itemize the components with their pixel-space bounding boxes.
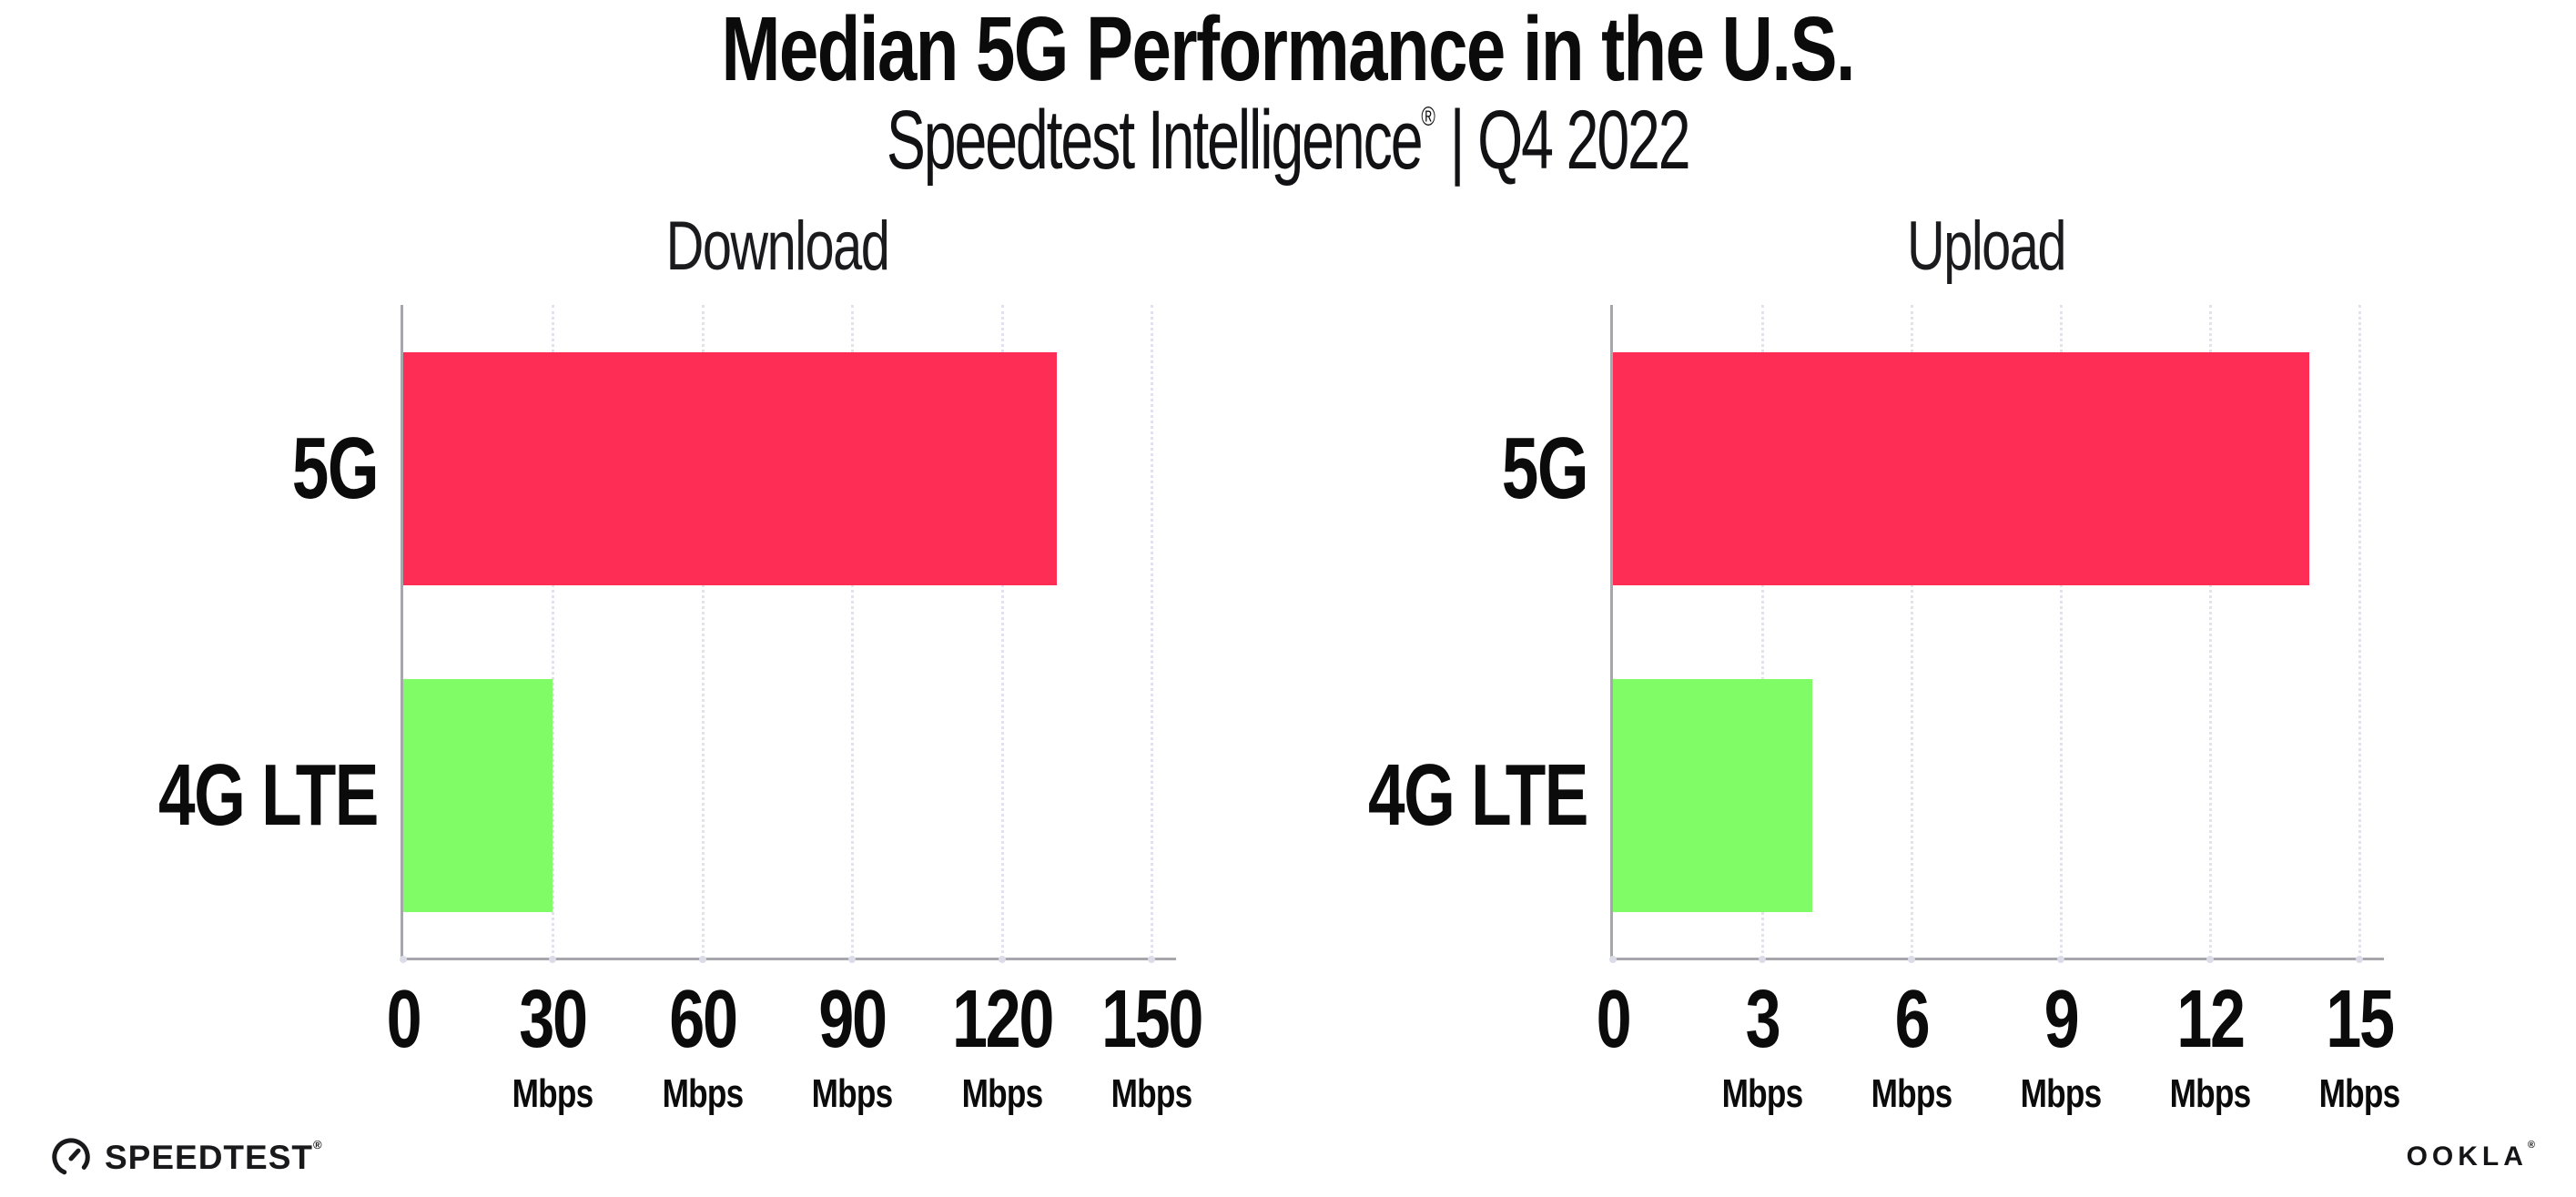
gridline [1911, 305, 1913, 959]
gridline [1761, 305, 1764, 959]
axis-tick-dot [549, 956, 557, 963]
gridline [2060, 305, 2063, 959]
category-label-4g-lte: 4G LTE [158, 746, 379, 844]
axis-tick-dot [1908, 956, 1915, 963]
x-tick-unit: Mbps [1871, 1071, 1953, 1116]
ookla-wordmark: OOKLA® [2407, 1141, 2535, 1172]
axis-tick-dot [848, 956, 857, 963]
x-tick-unit: Mbps [2318, 1071, 2401, 1116]
axis-tick-dot [1148, 956, 1155, 963]
plot-area-download [400, 305, 1176, 963]
chart-download: Download 5G 4G LTE 0 30 Mbps 60 Mbps 90 Mbps 12… [158, 208, 1204, 1114]
category-label-4g-lte: 4G LTE [1368, 746, 1588, 844]
x-tick-label: 30 [519, 974, 589, 1065]
y-axis-line [401, 305, 403, 960]
chart-title-upload: Upload [1907, 208, 2066, 285]
chart-upload: Upload 5G 4G LTE 0 3 Mbps 6 Mbps 9 Mbps 12 Mbps 1… [1368, 208, 2401, 1114]
axis-tick-dot [998, 956, 1006, 963]
x-tick-unit: Mbps [2020, 1071, 2103, 1116]
x-tick-unit: Mbps [512, 1071, 594, 1116]
x-tick-unit: Mbps [662, 1071, 744, 1116]
x-tick-label: 9 [2044, 974, 2080, 1065]
page-title: Median 5G Performance in the U.S. [721, 0, 1856, 100]
axis-tick-dot [1609, 956, 1617, 963]
category-label-5g: 5G [291, 420, 380, 517]
gridline [851, 305, 855, 959]
speedtest-wordmark: SPEEDTEST® [105, 1137, 323, 1176]
bar-4g-lte-download [403, 679, 553, 912]
axis-tick-dot [2206, 956, 2214, 963]
axis-tick-dot [400, 956, 407, 963]
x-tick-label: 60 [669, 974, 738, 1065]
ookla-label: OOKLA [2406, 1141, 2528, 1172]
x-tick-unit: Mbps [1721, 1071, 1804, 1116]
gridline [1151, 305, 1153, 959]
x-tick-label: 120 [951, 974, 1054, 1065]
speedtest-logo: SPEEDTEST® [50, 1136, 323, 1178]
ookla-registered-mark: ® [2527, 1140, 2535, 1151]
x-tick-label: 90 [818, 974, 887, 1065]
x-tick-label: 0 [1596, 974, 1632, 1065]
axis-tick-dot [1759, 956, 1766, 963]
page-title-row: Median 5G Performance in the U.S. [0, 4, 2576, 95]
category-label-5g: 5G [1501, 420, 1589, 517]
page-subtitle-row: Speedtest Intelligence® | Q4 2022 [0, 98, 2576, 182]
gridline [2209, 305, 2212, 959]
registered-mark: ® [1421, 102, 1436, 132]
subtitle-period: | Q4 2022 [1435, 94, 1691, 187]
bar-4g-lte-upload [1613, 679, 1812, 912]
axis-tick-dot [698, 956, 706, 963]
x-tick-label: 6 [1894, 974, 1931, 1065]
page-subtitle: Speedtest Intelligence® | Q4 2022 [887, 98, 1691, 182]
x-axis-labels-download: 0 30 Mbps 60 Mbps 90 Mbps 120 Mbps 150 Mbps [387, 305, 1204, 1114]
gridline [552, 305, 555, 959]
x-tick-unit: Mbps [2169, 1071, 2252, 1116]
speedtest-registered-mark: ® [313, 1137, 323, 1151]
ookla-logo: OOKLA® [2407, 1141, 2535, 1172]
x-tick-unit: Mbps [1111, 1071, 1193, 1116]
x-tick-label: 3 [1745, 974, 1781, 1065]
gridline [2358, 305, 2361, 959]
x-tick-unit: Mbps [811, 1071, 894, 1116]
bar-5g-download [403, 352, 1057, 585]
chart-title-download: Download [665, 208, 890, 285]
speedtest-gauge-icon [50, 1136, 92, 1178]
x-axis-line [401, 958, 1176, 960]
x-tick-label: 0 [386, 974, 422, 1065]
gridline [1000, 305, 1004, 959]
x-tick-label: 12 [2176, 974, 2246, 1065]
x-axis-labels-upload: 0 3 Mbps 6 Mbps 9 Mbps 12 Mbps 15 Mbps [1597, 305, 2401, 1114]
subtitle-brand: Speedtest Intelligence [887, 94, 1424, 187]
axis-tick-dot [2057, 956, 2064, 963]
y-axis-line [1610, 305, 1613, 960]
speedtest-label: SPEEDTEST [105, 1138, 313, 1176]
x-tick-unit: Mbps [961, 1071, 1043, 1116]
x-axis-line [1610, 958, 2384, 960]
gridline [701, 305, 705, 959]
plot-area-upload [1609, 305, 2384, 963]
x-tick-label: 15 [2326, 974, 2395, 1065]
x-tick-label: 150 [1100, 974, 1203, 1065]
axis-tick-dot [2356, 956, 2363, 963]
bar-5g-upload [1613, 352, 2310, 585]
